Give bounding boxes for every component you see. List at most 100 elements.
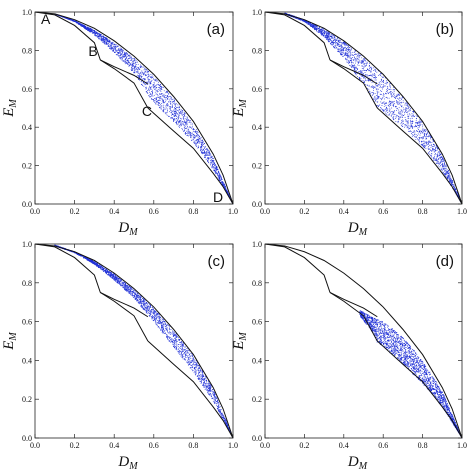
scatter-point xyxy=(356,70,358,72)
scatter-point xyxy=(358,53,360,55)
scatter-point xyxy=(396,102,398,104)
scatter-point xyxy=(190,133,192,135)
scatter-point xyxy=(391,100,393,102)
scatter-point xyxy=(431,157,433,159)
scatter-point xyxy=(107,44,109,46)
scatter-point xyxy=(131,67,133,68)
x-axis-title: DM xyxy=(117,220,138,238)
scatter-point xyxy=(384,82,386,84)
scatter-point xyxy=(431,156,433,158)
scatter-point xyxy=(376,104,378,106)
scatter-point xyxy=(397,120,399,122)
scatter-point xyxy=(387,109,389,111)
scatter-point xyxy=(113,49,115,51)
scatter-point xyxy=(357,59,359,61)
scatter-point xyxy=(390,101,392,103)
scatter-point xyxy=(341,48,343,50)
scatter-point xyxy=(405,107,407,109)
scatter-point xyxy=(377,98,379,100)
scatter-point xyxy=(401,120,403,122)
scatter-point xyxy=(393,115,395,117)
scatter-point xyxy=(180,113,182,115)
scatter-point xyxy=(360,55,362,57)
scatter-point xyxy=(155,87,157,88)
scatter-point xyxy=(399,117,401,119)
scatter-point xyxy=(106,42,108,44)
scatter-point xyxy=(406,112,408,113)
scatter-point xyxy=(72,20,74,22)
scatter-point xyxy=(340,47,342,49)
scatter-point xyxy=(209,154,211,155)
scatter-point xyxy=(428,136,430,138)
scatter-point xyxy=(378,74,380,76)
scatter-point xyxy=(416,124,418,126)
scatter-point xyxy=(412,135,414,137)
scatter-point xyxy=(366,62,368,64)
scatter-point xyxy=(367,75,369,77)
scatter-point xyxy=(411,116,413,118)
scatter-point xyxy=(402,110,404,112)
scatter-point xyxy=(423,144,425,146)
scatter-point xyxy=(222,183,224,185)
scatter-point xyxy=(381,84,383,85)
scatter-point xyxy=(163,107,165,109)
scatter-point xyxy=(165,112,167,114)
scatter-point xyxy=(337,39,339,41)
scatter-point xyxy=(150,305,152,307)
scatter-point xyxy=(120,48,122,50)
scatter-point xyxy=(180,124,182,126)
scatter-point xyxy=(145,74,147,76)
scatter-point xyxy=(182,110,184,112)
scatter-point xyxy=(185,353,187,355)
scatter-point xyxy=(418,126,420,128)
scatter-point xyxy=(336,44,338,46)
scatter-point xyxy=(386,91,388,93)
scatter-point xyxy=(196,145,198,147)
plot-frame xyxy=(264,11,463,205)
scatter-point xyxy=(392,89,394,91)
scatter-point xyxy=(183,130,185,132)
scatter-point xyxy=(171,114,172,116)
scatter-point xyxy=(183,125,185,127)
scatter-point xyxy=(410,122,411,124)
scatter-point xyxy=(431,153,432,155)
scatter-point xyxy=(374,76,375,78)
scatter-point xyxy=(317,28,319,30)
scatter-point xyxy=(214,167,216,169)
scatter-point xyxy=(391,115,393,117)
scatter-point xyxy=(448,175,449,177)
scatter-point xyxy=(396,94,398,96)
scatter-point xyxy=(350,65,352,67)
scatter-point xyxy=(217,170,219,172)
scatter-point xyxy=(397,103,399,105)
scatter-point xyxy=(380,75,381,76)
scatter-point xyxy=(436,162,438,164)
scatter-point xyxy=(170,117,172,119)
scatter-point xyxy=(86,28,88,30)
scatter-point xyxy=(91,32,93,34)
scatter-point xyxy=(129,59,131,61)
scatter-point xyxy=(388,110,390,112)
scatter-point xyxy=(67,18,68,20)
scatter-point xyxy=(160,96,162,98)
scatter-point xyxy=(195,145,197,147)
scatter-point xyxy=(109,44,111,45)
scatter-point xyxy=(321,30,323,32)
scatter-point xyxy=(375,100,377,102)
scatter-point xyxy=(398,111,400,113)
scatter-point xyxy=(346,49,348,51)
panel-label: (b) xyxy=(436,21,454,38)
x-tick-label: 1.0 xyxy=(228,207,238,216)
scatter-point xyxy=(373,70,375,72)
scatter-point xyxy=(186,133,188,134)
scatter-point xyxy=(417,130,418,132)
scatter-point xyxy=(358,71,360,73)
scatter-point xyxy=(305,21,307,23)
scatter-point xyxy=(415,136,417,138)
scatter-point xyxy=(130,69,132,71)
scatter-point xyxy=(405,107,407,108)
scatter-point xyxy=(334,47,336,49)
scatter-point xyxy=(390,112,392,114)
scatter-point xyxy=(333,47,335,48)
scatter-point xyxy=(345,51,347,53)
